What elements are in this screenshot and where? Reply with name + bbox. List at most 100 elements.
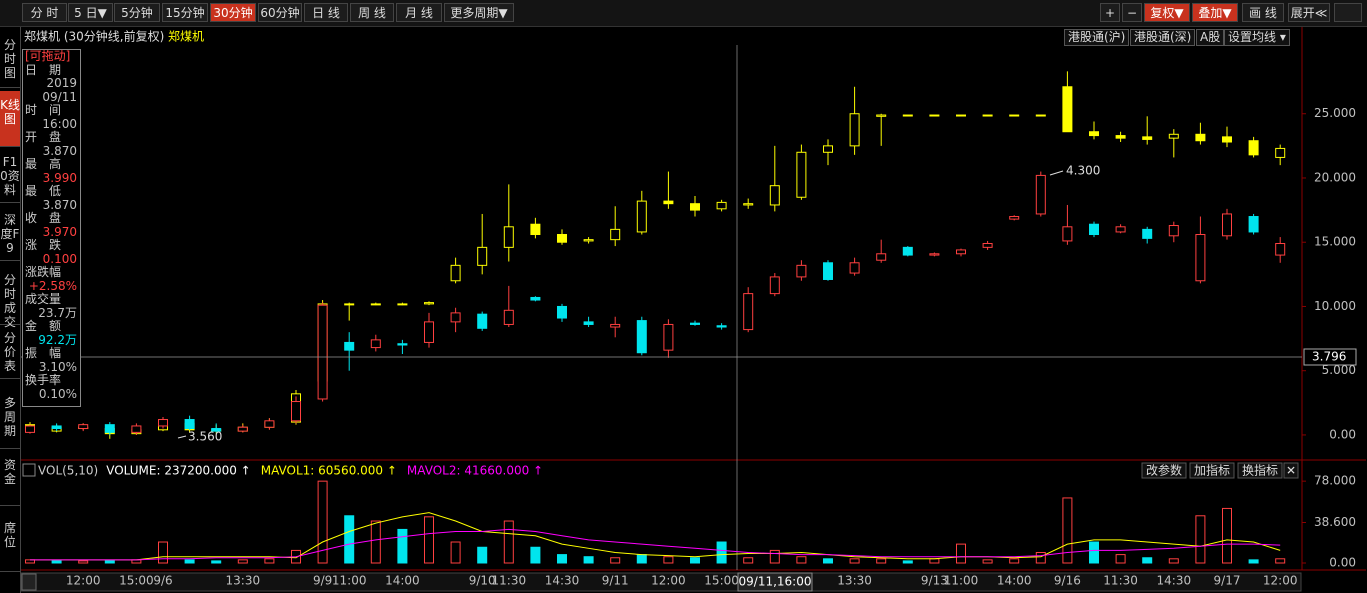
info-value: 09/11	[42, 89, 77, 104]
candle-body	[557, 305, 567, 319]
info-value: 3.970	[42, 224, 77, 239]
volume-bar	[78, 560, 89, 564]
volume-bar	[557, 554, 567, 564]
candle-body	[344, 303, 355, 306]
crosshair-label-box	[1303, 348, 1357, 366]
indicator-button-box[interactable]	[1141, 462, 1187, 479]
candle-body	[477, 246, 488, 266]
y-tick-label: 0.00	[1329, 427, 1356, 441]
x-tick-label: 15:00	[119, 574, 154, 588]
volume-bar	[1009, 558, 1020, 564]
sidebar-tab[interactable]: 分价表	[0, 325, 20, 379]
x-tick-label: 9/9	[313, 574, 332, 588]
tool-button[interactable]: 叠加▼	[1192, 3, 1238, 22]
ma-line	[30, 512, 1281, 561]
sidebar-tab[interactable]: F10资料	[0, 149, 20, 203]
legend-item: VOLUME: 237200.000 ↑	[106, 464, 251, 478]
indicator-button-box[interactable]	[1283, 462, 1299, 479]
period-button[interactable]: 5分钟	[114, 3, 160, 22]
candle-body	[1168, 133, 1179, 139]
volume-bar	[902, 560, 913, 564]
candle-body	[849, 262, 860, 274]
market-button[interactable]: 港股通(沪)	[1064, 29, 1130, 46]
info-value: 3.870	[42, 143, 77, 158]
sidebar-tab[interactable]: 多周期	[0, 385, 20, 449]
volume-bar	[663, 556, 674, 564]
candle-body	[769, 276, 780, 295]
candle-body	[716, 325, 727, 328]
info-label: 振 幅	[25, 346, 62, 360]
x-tick-label: 11:30	[1103, 574, 1138, 588]
period-button[interactable]: 日 线	[304, 3, 348, 22]
candle-body	[450, 312, 461, 323]
tool-button[interactable]: 复权▼	[1144, 3, 1190, 22]
info-label: 换手率	[25, 373, 62, 387]
sidebar: 分时图 K线图 F10资料深度F9 分时成交 分价表多周期资金席位	[0, 27, 21, 593]
candle-body	[1142, 228, 1153, 239]
panel-title: [可拖动]	[25, 49, 71, 63]
x-tick-label: 12:00	[66, 574, 101, 588]
x-tick-label: 11:30	[492, 574, 527, 588]
candle-body	[1089, 223, 1099, 236]
period-button[interactable]: 15分钟	[162, 3, 208, 22]
candle-body	[344, 341, 355, 351]
period-button[interactable]: 月 线	[396, 3, 442, 22]
indicator-button-box[interactable]	[1189, 462, 1235, 479]
help-icon	[22, 463, 36, 477]
sidebar-tab[interactable]: 分时图	[0, 30, 20, 88]
market-button[interactable]: 港股通(深)	[1130, 29, 1196, 46]
legend-item: MAVOL2: 41660.000 ↑	[407, 464, 543, 478]
tool-button[interactable]: +	[1100, 3, 1120, 22]
fullscreen-button[interactable]	[1334, 3, 1362, 22]
candle-body	[902, 114, 913, 117]
x-tick-label: 12:00	[651, 574, 686, 588]
candle-body	[929, 114, 940, 117]
info-value: 3.990	[42, 170, 77, 185]
candle-body	[1195, 133, 1206, 142]
candle-body	[1115, 226, 1126, 233]
sidebar-tab[interactable]: 深度F9	[0, 207, 20, 261]
sidebar-tab[interactable]: 席位	[0, 512, 20, 572]
indicator-button-box[interactable]	[1237, 462, 1283, 479]
info-panel[interactable]: [可拖动] 日 期 2019 09/11 时 间 16:00 开 盘 3.870 最 高 3.99…	[22, 49, 81, 407]
sidebar-tab[interactable]: 分时成交	[0, 263, 20, 329]
volume-bar	[823, 558, 833, 564]
market-button[interactable]: 设置均线 ▾	[1224, 29, 1290, 46]
volume-bar	[876, 558, 887, 564]
chart-title: 郑煤机 (30分钟线,前复权)	[24, 29, 164, 44]
tool-button[interactable]: 展开≪	[1288, 3, 1330, 22]
market-button[interactable]: A股	[1196, 29, 1225, 46]
candle-body	[1142, 136, 1153, 140]
volume-bar	[51, 560, 62, 564]
tool-button[interactable]: 画 线	[1242, 3, 1284, 22]
candle-body	[211, 428, 222, 432]
period-button[interactable]: 5 日▼	[68, 3, 113, 22]
period-button[interactable]: 30分钟	[210, 3, 256, 22]
period-button[interactable]: 60分钟	[258, 3, 302, 22]
period-button[interactable]: 更多周期▼	[444, 3, 514, 22]
volume-bar	[1062, 497, 1073, 564]
info-label: 金 额	[25, 319, 62, 333]
candle-body	[982, 114, 993, 117]
scroll-button[interactable]	[21, 573, 37, 591]
tool-button[interactable]: −	[1122, 3, 1142, 22]
period-button[interactable]: 周 线	[350, 3, 394, 22]
crosshair-time-box	[737, 572, 813, 592]
candle-body	[823, 262, 833, 280]
volume-bar	[1275, 558, 1286, 564]
x-tick-label: 9/10	[469, 574, 496, 588]
y-tick-label: 78.000	[1314, 474, 1356, 488]
period-button[interactable]: 分 时	[22, 3, 67, 22]
sidebar-tab[interactable]: 资金	[0, 452, 20, 506]
sidebar-tab[interactable]: K线图	[0, 91, 20, 147]
x-tick-label: 13:30	[837, 574, 872, 588]
candle-body	[1248, 216, 1259, 233]
candle-body	[1035, 114, 1046, 117]
candle-body	[264, 420, 275, 428]
volume-bar	[1195, 515, 1206, 564]
volume-bar	[317, 480, 328, 564]
volume-bar	[982, 559, 993, 564]
annotation-arrow	[177, 435, 187, 439]
